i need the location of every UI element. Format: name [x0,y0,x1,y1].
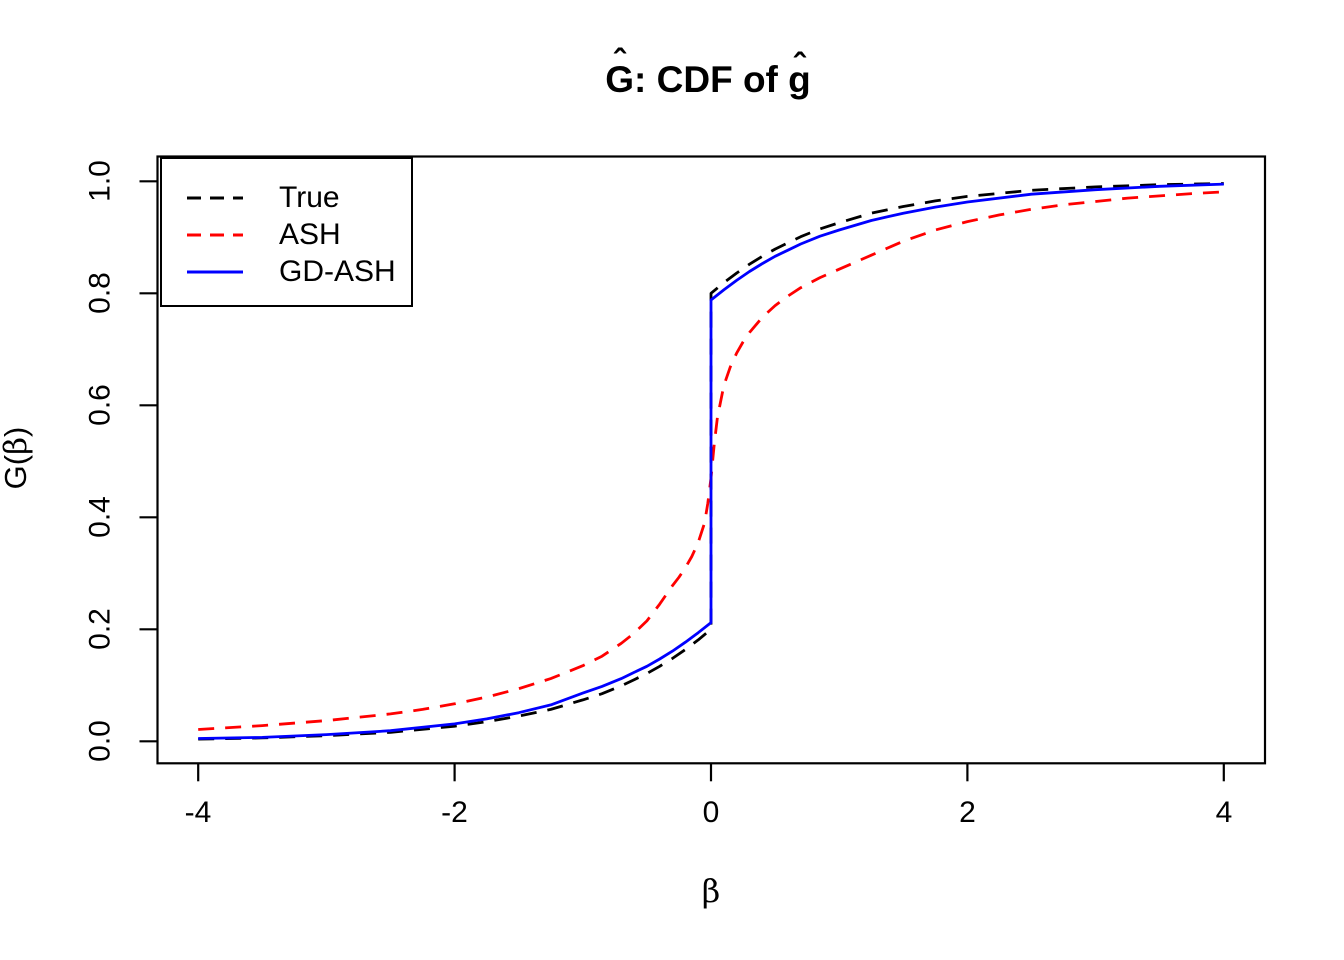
y-tick-label: 1.0 [83,160,117,202]
chart-title-text: : CDF of [634,59,789,100]
hat-accent: ˆ [613,43,626,83]
g-hat-uppercase: ˆG [0,465,34,489]
legend-label: ASH [279,218,341,251]
legend: True ASH GD-ASH [160,157,413,307]
legend-line-ash [187,233,243,237]
x-axis-title: β [701,872,721,910]
hat-accent: ˆ [0,472,17,482]
legend-label: True [279,181,340,214]
legend-line-true [187,196,243,200]
y-tick-label: 0.8 [83,272,117,314]
curve-ash [198,190,1224,731]
x-tick-label: 4 [1215,796,1233,829]
y-tick-label: 0.0 [83,720,117,762]
curve-gd-ash [198,182,1224,740]
y-tick-label: 0.6 [83,384,117,426]
legend-label: GD-ASH [279,255,396,288]
y-tick-label: 0.2 [83,608,117,650]
y-axis-title: ˆG(β) [0,427,34,490]
y-tick-label: 0.4 [83,496,117,538]
x-tick-label: -2 [441,796,468,829]
x-tick-label: -4 [184,796,212,829]
x-tick-label: 2 [959,796,976,829]
x-tick-label: 0 [702,796,720,829]
legend-line-gd-ash [187,270,243,274]
hat-accent: ˆ [793,47,806,87]
